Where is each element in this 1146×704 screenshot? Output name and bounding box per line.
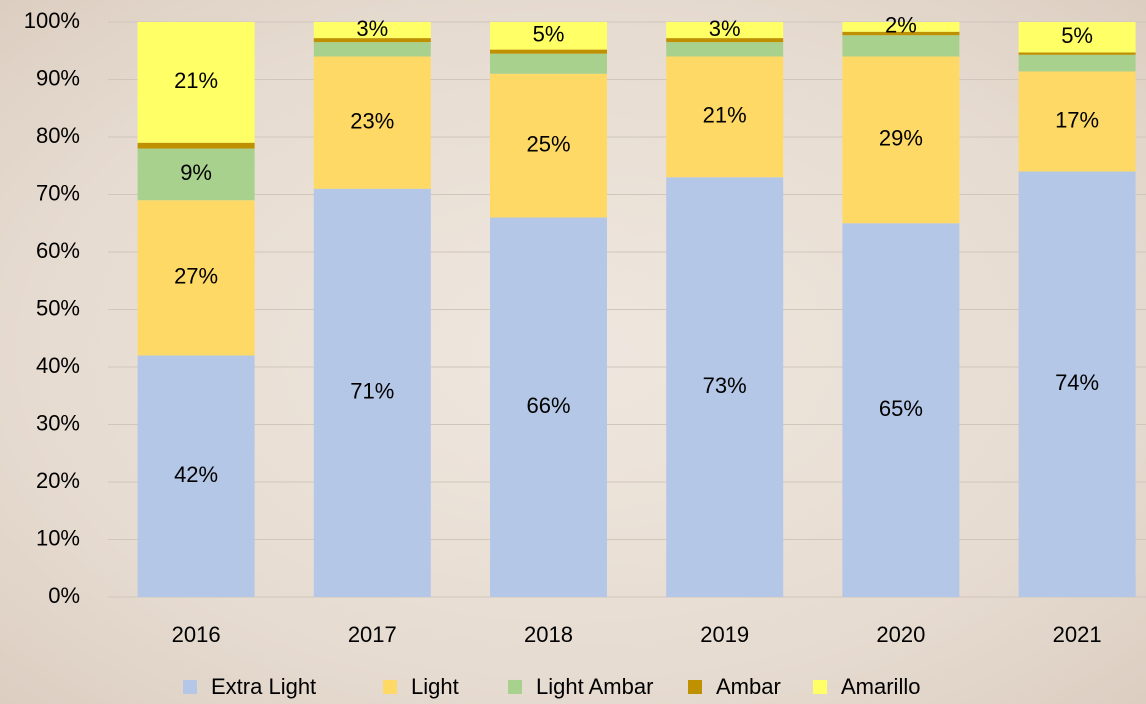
bar-segment	[138, 143, 255, 149]
x-tick-label: 2017	[348, 622, 397, 647]
legend-swatch	[508, 680, 522, 694]
data-label: 29%	[879, 126, 923, 151]
y-tick-label: 0%	[48, 583, 80, 608]
data-label: 21%	[703, 103, 747, 128]
legend-swatch	[183, 680, 197, 694]
y-tick-label: 50%	[36, 295, 80, 320]
legend-label: Light	[411, 674, 459, 699]
bar-segment	[490, 50, 607, 54]
data-label: 9%	[180, 160, 212, 185]
data-label: 5%	[533, 22, 565, 47]
bar-segment	[1019, 52, 1136, 54]
bar-segment	[1019, 55, 1136, 72]
data-label: 66%	[526, 393, 570, 418]
legend-swatch	[383, 680, 397, 694]
data-label: 5%	[1061, 23, 1093, 48]
legend-label: Ambar	[716, 674, 781, 699]
legend-label: Extra Light	[211, 674, 316, 699]
data-label: 71%	[350, 379, 394, 404]
y-tick-label: 80%	[36, 123, 80, 148]
bar-segment	[842, 35, 959, 56]
bar-segment	[314, 42, 431, 56]
y-tick-label: 60%	[36, 238, 80, 263]
legend-label: Amarillo	[841, 674, 920, 699]
x-tick-label: 2021	[1053, 622, 1102, 647]
x-tick-label: 2016	[172, 622, 221, 647]
data-label: 17%	[1055, 107, 1099, 132]
data-label: 2%	[885, 13, 917, 38]
data-label: 73%	[703, 373, 747, 398]
chart: 0% 10% 20% 30% 40% 50% 60% 70% 80% 90% 100% 2016 42%…	[0, 0, 1146, 704]
x-tick-label: 2020	[876, 622, 925, 647]
y-tick-label: 10%	[36, 525, 80, 550]
data-label: 21%	[174, 68, 218, 93]
data-label: 3%	[356, 16, 388, 41]
data-label: 65%	[879, 396, 923, 421]
x-tick-label: 2018	[524, 622, 573, 647]
data-label: 27%	[174, 264, 218, 289]
y-tick-label: 20%	[36, 468, 80, 493]
data-label: 25%	[526, 131, 570, 156]
y-tick-label: 30%	[36, 410, 80, 435]
legend-label: Light Ambar	[536, 674, 653, 699]
y-tick-label: 40%	[36, 353, 80, 378]
data-label: 23%	[350, 108, 394, 133]
legend-swatch	[813, 680, 827, 694]
legend-swatch	[688, 680, 702, 694]
y-tick-label: 70%	[36, 180, 80, 205]
bar-segment	[666, 42, 783, 56]
bar-segment	[490, 54, 607, 74]
y-tick-label: 90%	[36, 65, 80, 90]
data-label: 3%	[709, 16, 741, 41]
data-label: 42%	[174, 462, 218, 487]
y-tick-label: 100%	[24, 8, 80, 33]
data-label: 74%	[1055, 370, 1099, 395]
x-tick-label: 2019	[700, 622, 749, 647]
